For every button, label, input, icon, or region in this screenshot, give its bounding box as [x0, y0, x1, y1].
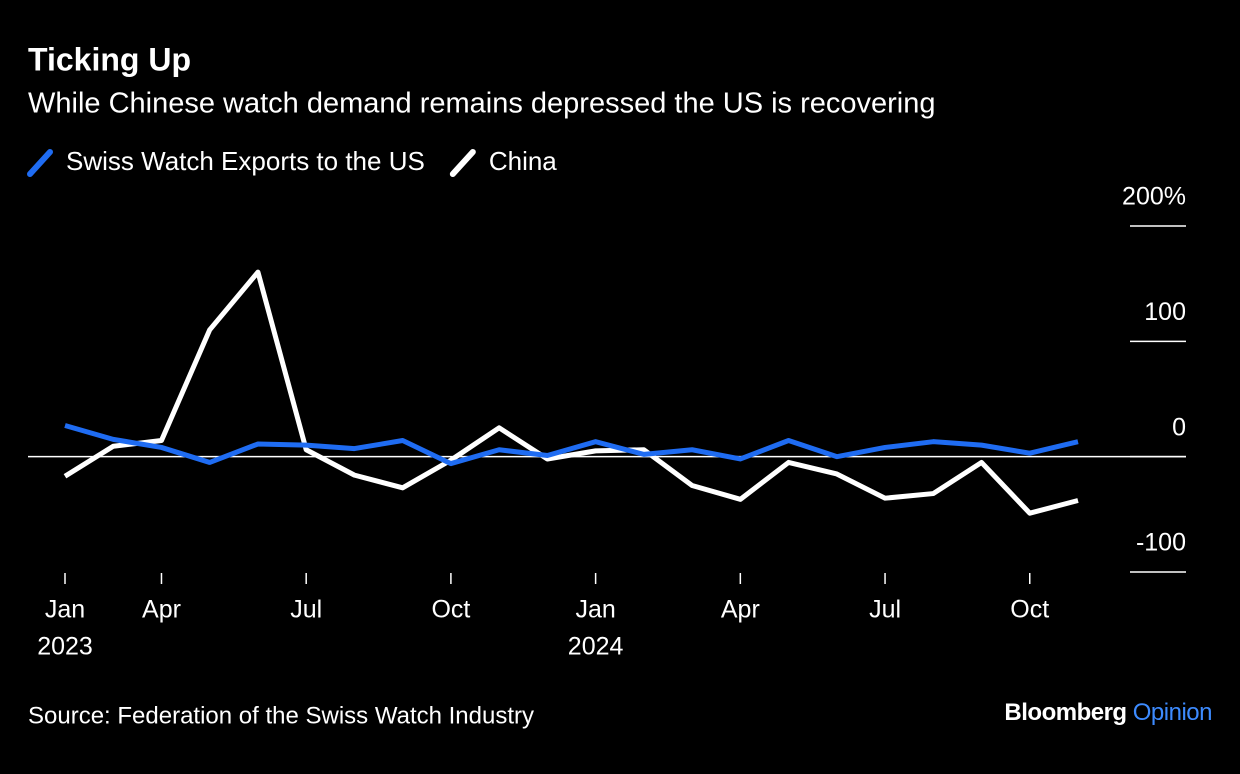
x-tick-label: Apr — [142, 596, 181, 624]
legend-label: Swiss Watch Exports to the US — [66, 146, 425, 176]
y-tick-label: 0 — [1172, 413, 1186, 441]
legend-swatch — [449, 149, 476, 177]
y-tick-label: -100 — [1136, 529, 1186, 557]
legend-label: China — [489, 146, 557, 176]
brand-suffix: Opinion — [1133, 699, 1212, 726]
x-year-label: 2024 — [568, 633, 624, 661]
x-tick-label: Oct — [431, 596, 470, 624]
brand-name: Bloomberg — [1004, 699, 1126, 726]
y-tick-label: 200% — [1122, 183, 1186, 211]
x-tick-label: Jul — [290, 596, 322, 624]
series-line — [63, 269, 1079, 516]
series-line — [64, 423, 1079, 467]
x-tick-label: Jan — [575, 596, 615, 624]
x-tick-label: Jul — [869, 596, 901, 624]
y-tick-label: 100 — [1144, 298, 1186, 326]
chart-title: Ticking Up — [28, 41, 191, 77]
x-tick-label: Jan — [45, 596, 85, 624]
x-tick-label: Apr — [721, 596, 760, 624]
legend-swatch — [27, 149, 53, 177]
x-tick-label: Oct — [1010, 596, 1049, 624]
x-year-label: 2023 — [37, 633, 93, 661]
chart-subtitle: While Chinese watch demand remains depre… — [28, 88, 936, 120]
brand: Bloomberg Opinion — [1004, 699, 1212, 726]
source: Source: Federation of the Swiss Watch In… — [28, 702, 534, 729]
